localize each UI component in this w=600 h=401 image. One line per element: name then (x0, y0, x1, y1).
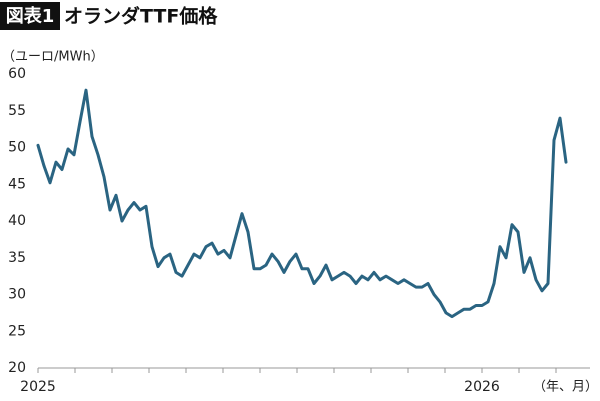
x-tick-label: 2026 (464, 379, 500, 395)
y-tick-label: 25 (8, 323, 26, 339)
y-tick-label: 20 (8, 360, 26, 376)
y-tick-label: 50 (8, 140, 26, 156)
y-tick-label: 35 (8, 250, 26, 266)
y-tick-label: 55 (8, 103, 26, 119)
price-line (36, 88, 568, 319)
figure-label-box (0, 2, 60, 30)
x-tick-label: 2025 (20, 379, 56, 395)
y-axis-label: （ユーロ/MWh） (2, 50, 104, 65)
figure-label: 図表1 (6, 5, 55, 27)
chart-title: オランダTTF価格 (64, 5, 218, 28)
y-tick-label: 60 (8, 66, 26, 82)
y-tick-label: 30 (8, 287, 26, 303)
y-tick-label: 40 (8, 213, 26, 229)
x-axis-label: （年、月） (533, 380, 598, 395)
y-tick-label: 45 (8, 176, 26, 192)
